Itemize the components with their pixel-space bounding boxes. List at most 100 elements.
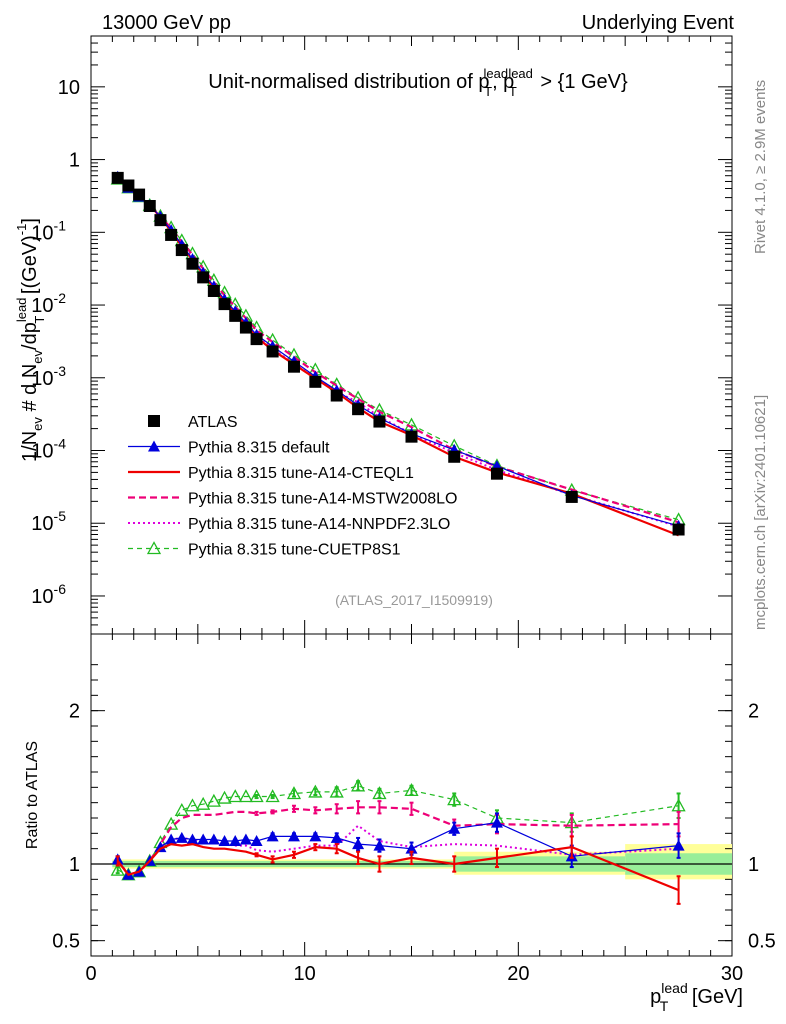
- analysis-watermark: (ATLAS_2017_I1509919): [335, 592, 493, 608]
- legend-entry-cteql1: Pythia 8.315 tune-A14-CTEQL1: [128, 465, 414, 482]
- legend-label-cteql1: Pythia 8.315 tune-A14-CTEQL1: [188, 465, 414, 482]
- main-point-atlas: [250, 333, 263, 346]
- ratio-point-cuetp8s1: [217, 790, 232, 804]
- main-ytick-label-3: 10-3: [31, 363, 66, 390]
- xtick-label-2: 20: [507, 963, 529, 985]
- main-point-atlas: [218, 298, 231, 311]
- ratio-point-cuetp8s1: [196, 796, 211, 810]
- main-point-atlas: [309, 375, 322, 388]
- ratio-point-cuetp8s1: [228, 789, 243, 803]
- ratio-point-default: [175, 831, 188, 843]
- main-series-layer: [110, 170, 686, 537]
- legend-marker-atlas: [148, 415, 160, 427]
- legend-marker-default: [148, 440, 160, 452]
- ratio-point-cuetp8s1: [308, 784, 323, 798]
- x-axis-label: plead T [GeV]: [650, 980, 743, 1014]
- ratio-point-cuetp8s1: [249, 789, 264, 803]
- ratio-point-cuetp8s1: [238, 789, 254, 803]
- ratio-point-default: [330, 831, 343, 843]
- legend-label-nnpdf: Pythia 8.315 tune-A14-NNPDF2.3LO: [188, 516, 450, 533]
- ratio-point-cuetp8s1: [447, 792, 462, 806]
- side-text-rivet: Rivet 4.1.0, ≥ 2.9M events: [752, 80, 769, 254]
- ratio-point-default: [672, 839, 685, 851]
- main-point-atlas: [266, 345, 279, 358]
- ratio-point-default: [373, 839, 386, 851]
- legend-entry-atlas: ATLAS: [148, 414, 238, 431]
- main-ytick-label-7: 10: [58, 77, 80, 99]
- ratio-point-cuetp8s1: [110, 862, 125, 876]
- main-point-atlas: [143, 199, 156, 212]
- ratio-series-cteql1: [115, 835, 681, 905]
- ratio-point-cuetp8s1: [265, 789, 280, 803]
- ratio-point-default: [405, 842, 418, 854]
- ratio-point-default: [287, 830, 300, 842]
- main-title: Unit-normalised distribution of plead T, …: [208, 66, 628, 99]
- ratio-y-axis-label: Ratio to ATLAS: [24, 741, 41, 849]
- main-point-atlas: [672, 523, 685, 536]
- main-point-atlas: [186, 257, 199, 270]
- main-point-atlas: [287, 360, 300, 373]
- main-point-atlas: [565, 490, 578, 503]
- main-ytick-label-4: 10-2: [31, 290, 66, 317]
- legend-entry-cuetp8s1: Pythia 8.315 tune-CUETP8S1: [128, 541, 401, 559]
- legend-label-cuetp8s1: Pythia 8.315 tune-CUETP8S1: [188, 542, 401, 559]
- ratio-point-default: [352, 838, 365, 850]
- ratio-point-default: [250, 835, 263, 846]
- main-point-atlas: [133, 188, 146, 201]
- main-point-atlas: [330, 389, 343, 402]
- main-ytick-label-1: 10-5: [31, 508, 66, 535]
- ratio-point-cuetp8s1: [174, 802, 189, 816]
- ratio-point-default: [229, 835, 242, 846]
- ratio-point-default: [266, 830, 279, 842]
- legend-label-atlas: ATLAS: [188, 414, 238, 431]
- ratio-point-cuetp8s1: [372, 786, 387, 800]
- main-point-atlas: [165, 228, 178, 241]
- ratio-point-cuetp8s1: [329, 784, 344, 798]
- ratio-point-default: [154, 841, 167, 853]
- legend-entry-default: Pythia 8.315 default: [128, 440, 330, 457]
- ratio-series-default: [111, 812, 685, 880]
- ratio-ytick-label-right-2: 2: [748, 701, 759, 723]
- ratio-line-cuetp8s1: [117, 785, 679, 876]
- ratio-point-default: [197, 833, 210, 845]
- ratio-point-cuetp8s1: [206, 793, 221, 807]
- xtick-label-0: 0: [85, 963, 96, 985]
- ratio-ytick-label-2: 2: [69, 701, 80, 723]
- main-point-atlas: [122, 179, 135, 192]
- ratio-ytick-label-1: 1: [69, 854, 80, 876]
- main-point-atlas: [207, 284, 220, 297]
- ratio-point-cuetp8s1: [185, 798, 200, 812]
- ratio-point-default: [165, 833, 178, 845]
- side-text-mcplots: mcplots.cern.ch [arXiv:2401.10621]: [752, 395, 769, 630]
- ratio-point-cuetp8s1: [350, 778, 366, 792]
- main-point-atlas: [154, 214, 167, 227]
- ratio-series-layer: [110, 778, 686, 905]
- ratio-point-default: [239, 833, 252, 845]
- ratio-point-default: [448, 822, 461, 834]
- ratio-ytick-label-0: 0.5: [52, 931, 80, 953]
- ratio-ytick-label-right-1: 1: [748, 854, 759, 876]
- legend-entry-mstw: Pythia 8.315 tune-A14-MSTW2008LO: [128, 491, 457, 508]
- ratio-point-default: [207, 833, 220, 845]
- main-point-atlas: [175, 244, 188, 257]
- legend-label-default: Pythia 8.315 default: [188, 440, 330, 457]
- header-left: 13000 GeV pp: [102, 12, 231, 34]
- main-point-atlas: [448, 450, 461, 463]
- ratio-point-default: [186, 833, 199, 845]
- ratio-point-default: [490, 816, 503, 828]
- legend-label-mstw: Pythia 8.315 tune-A14-MSTW2008LO: [188, 491, 457, 508]
- ratio-ytick-label-right-0: 0.5: [748, 931, 776, 953]
- ratio-point-cuetp8s1: [286, 786, 302, 800]
- ratio-point-default: [309, 830, 322, 842]
- ratio-point-cuetp8s1: [404, 783, 419, 797]
- main-ytick-label-6: 1: [69, 150, 80, 172]
- main-axis-ticks: 10-6 10-5 10-4 10-3 10-2 10-1 1 10: [31, 36, 733, 635]
- main-ytick-label-5: 10-1: [31, 217, 66, 244]
- main-ytick-label-0: 10-6: [31, 581, 66, 608]
- main-point-atlas: [239, 321, 252, 334]
- main-series-atlas: [111, 171, 685, 536]
- ratio-point-default: [218, 835, 231, 846]
- main-point-atlas: [352, 403, 365, 416]
- header-right: Underlying Event: [582, 12, 735, 34]
